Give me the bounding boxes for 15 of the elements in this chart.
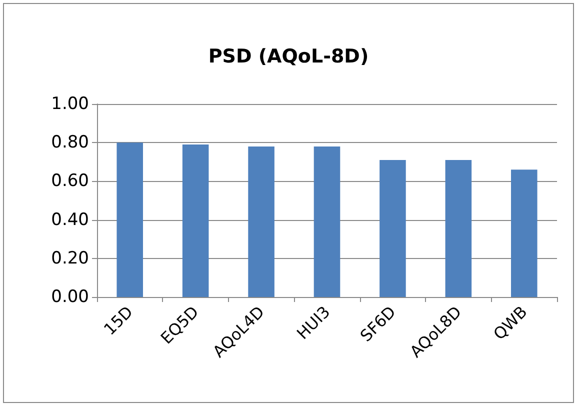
chart-title: PSD (AQoL-8D) — [208, 46, 369, 68]
y-tick-label: 0.60 — [51, 171, 89, 192]
y-tick-label: 1.00 — [51, 94, 89, 114]
bar — [248, 146, 274, 297]
y-tick-label: 0.20 — [51, 248, 89, 268]
bar — [380, 160, 406, 297]
bar — [445, 160, 472, 297]
bar — [182, 144, 209, 297]
bar — [314, 146, 340, 297]
bar — [116, 142, 143, 297]
y-tick-label: 0.80 — [51, 132, 89, 153]
bar — [511, 170, 538, 297]
y-tick-label: 0.40 — [51, 210, 89, 230]
x-tick-label: 15D — [100, 302, 137, 339]
y-tick-label: 0.00 — [51, 287, 89, 307]
